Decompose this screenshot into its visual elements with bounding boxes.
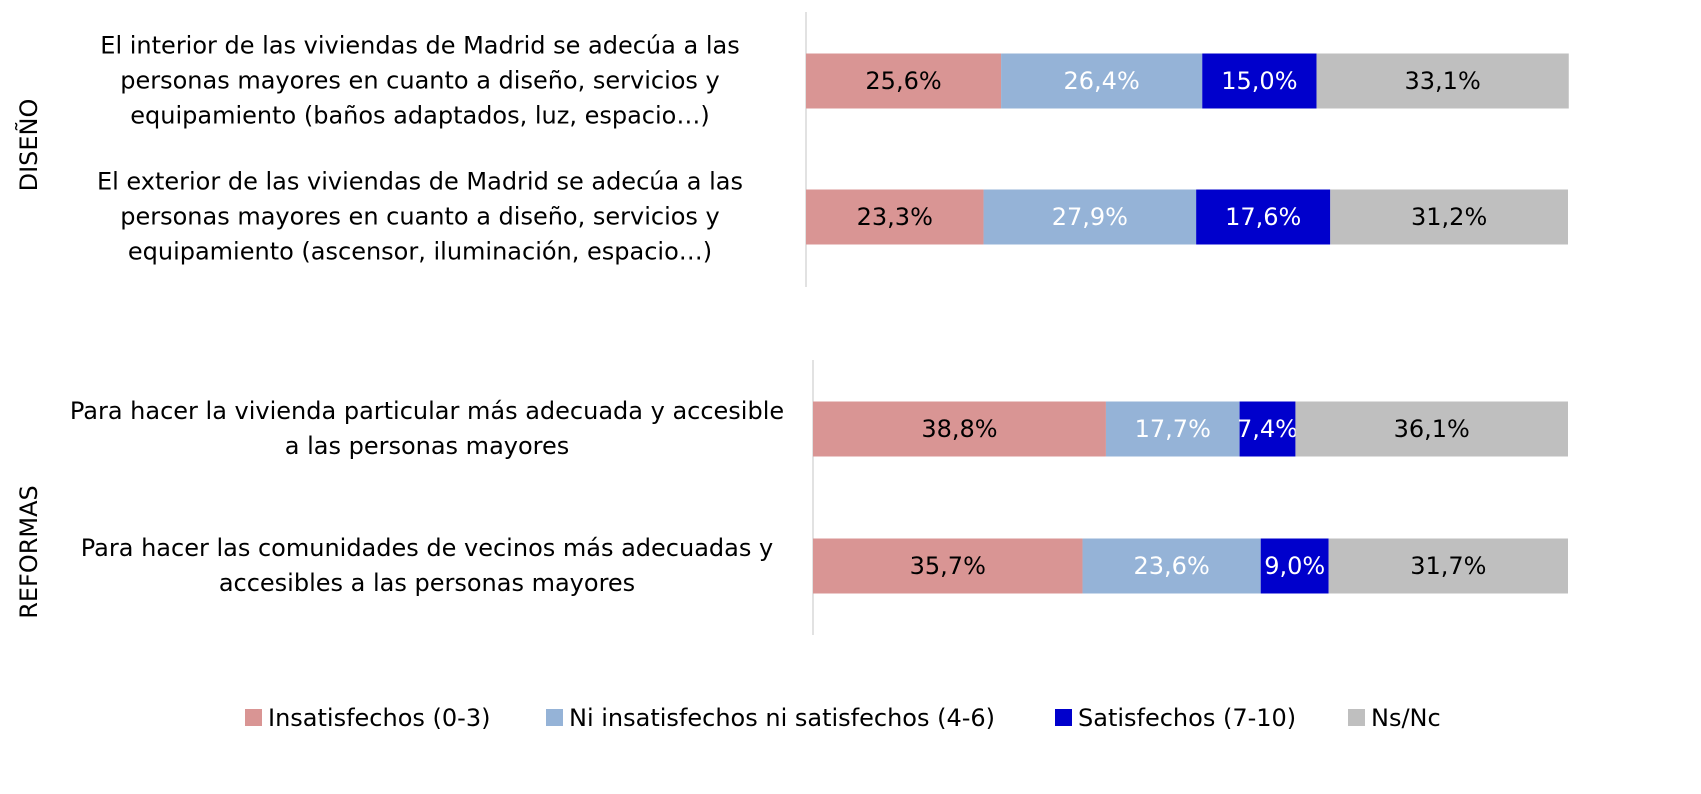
bar-segment bbox=[806, 189, 984, 245]
value-label: 17,6% bbox=[1225, 203, 1301, 231]
value-label: 17,7% bbox=[1135, 415, 1211, 443]
bar-segment bbox=[1001, 53, 1203, 109]
bar-segment bbox=[1330, 189, 1568, 245]
value-label: 27,9% bbox=[1052, 203, 1128, 231]
value-label: 33,1% bbox=[1405, 67, 1481, 95]
category-label: Para hacer la vivienda particular más ad… bbox=[69, 397, 785, 460]
bar-segment bbox=[983, 189, 1197, 245]
legend-label: Satisfechos (7-10) bbox=[1078, 704, 1296, 732]
bar-segment bbox=[1328, 538, 1568, 594]
legend-swatch bbox=[245, 709, 262, 726]
bar-segment bbox=[813, 538, 1083, 594]
legend-swatch bbox=[1055, 709, 1072, 726]
value-label: 23,6% bbox=[1134, 552, 1210, 580]
bar-segment bbox=[806, 53, 1002, 109]
value-label: 35,7% bbox=[910, 552, 986, 580]
group-label: DISEÑO bbox=[13, 99, 43, 192]
value-label: 7,4% bbox=[1237, 415, 1298, 443]
value-label: 38,8% bbox=[921, 415, 997, 443]
legend-label: Insatisfechos (0-3) bbox=[268, 704, 490, 732]
legend-label: Ns/Nc bbox=[1371, 704, 1441, 732]
value-label: 26,4% bbox=[1064, 67, 1140, 95]
bar-segment bbox=[1295, 401, 1568, 457]
bar-segment bbox=[1082, 538, 1261, 594]
value-label: 31,2% bbox=[1411, 203, 1487, 231]
group-label: REFORMAS bbox=[15, 485, 43, 619]
legend-swatch bbox=[1348, 709, 1365, 726]
legend-label: Ni insatisfechos ni satisfechos (4-6) bbox=[569, 704, 995, 732]
bar-segment bbox=[1316, 53, 1569, 109]
bar-segment bbox=[813, 401, 1106, 457]
bar-segment bbox=[1202, 53, 1317, 109]
legend-swatch bbox=[546, 709, 563, 726]
value-label: 31,7% bbox=[1410, 552, 1486, 580]
category-label: El exterior de las viviendas de Madrid s… bbox=[96, 167, 744, 266]
value-label: 23,3% bbox=[857, 203, 933, 231]
value-label: 9,0% bbox=[1264, 552, 1325, 580]
bar-segment bbox=[1196, 189, 1331, 245]
value-label: 36,1% bbox=[1394, 415, 1470, 443]
value-label: 25,6% bbox=[865, 67, 941, 95]
bar-segment bbox=[1260, 538, 1329, 594]
category-label: Para hacer las comunidades de vecinos má… bbox=[80, 534, 774, 597]
bar-segment bbox=[1105, 401, 1240, 457]
bar-segment bbox=[1239, 401, 1296, 457]
category-label: El interior de las viviendas de Madrid s… bbox=[100, 31, 740, 130]
value-label: 15,0% bbox=[1221, 67, 1297, 95]
